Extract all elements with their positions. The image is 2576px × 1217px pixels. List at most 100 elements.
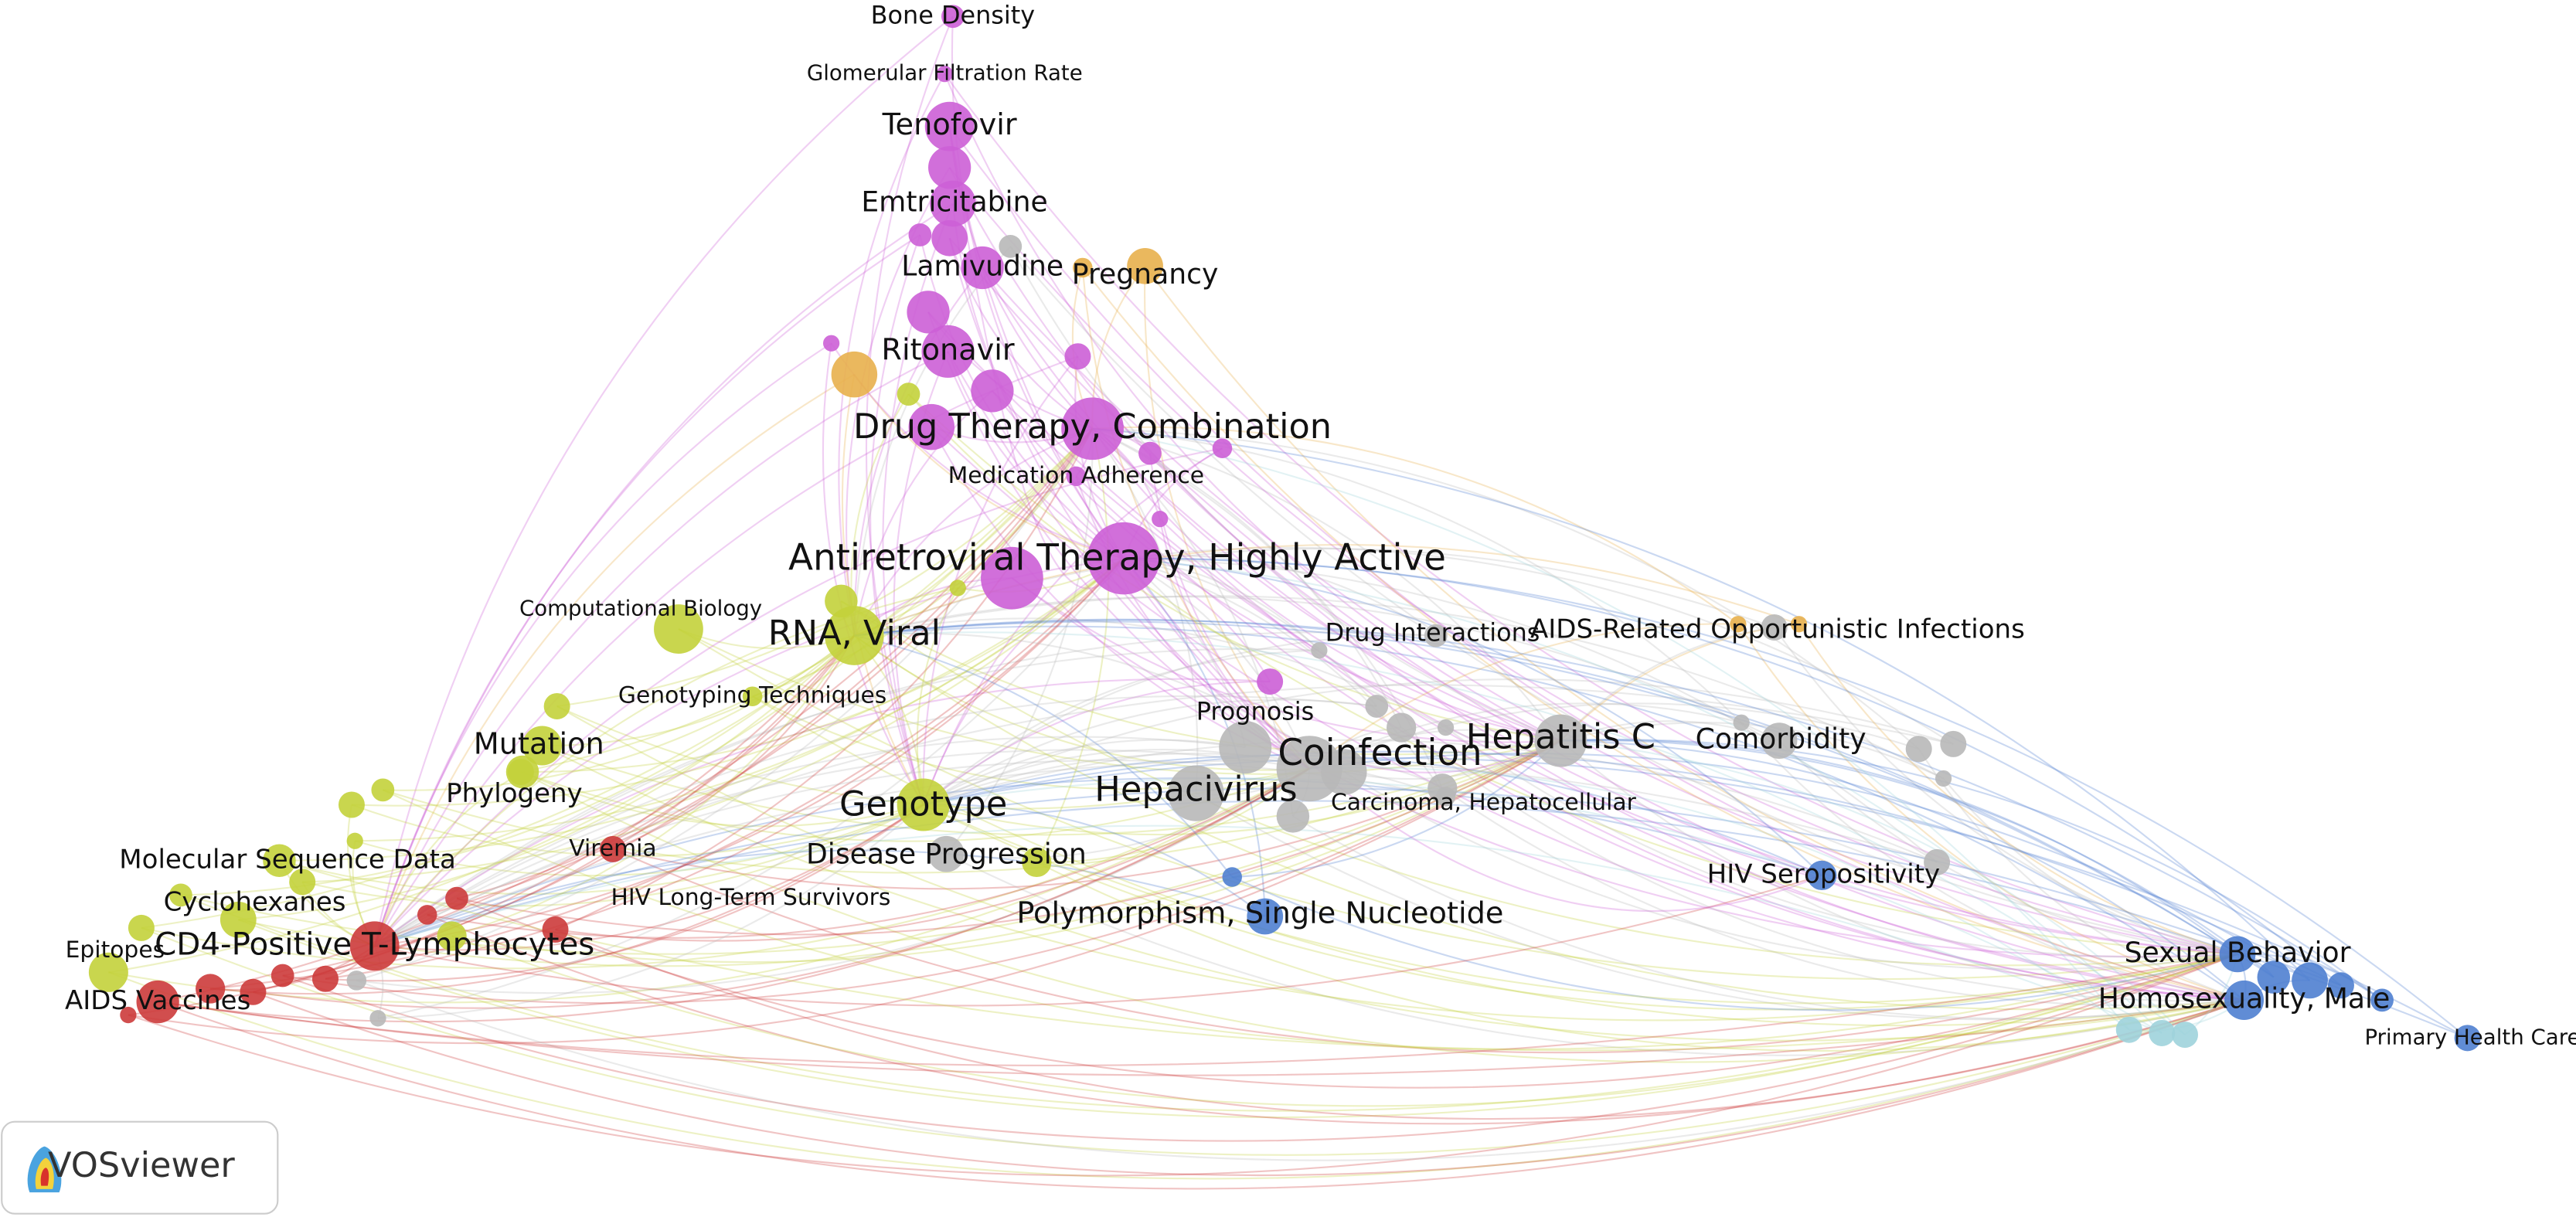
node-bubble [437, 921, 467, 951]
edge [944, 73, 1561, 742]
edge [854, 617, 1447, 729]
node-bubble [1066, 466, 1087, 487]
node-bubble [1073, 257, 1093, 278]
edge [1075, 475, 2244, 1001]
edge [853, 373, 1125, 559]
node-bubble [136, 980, 179, 1024]
edge [923, 804, 2238, 1005]
edge [1560, 739, 2245, 1001]
edge [1778, 739, 2238, 955]
node-bubble [1905, 736, 1932, 763]
edge [1560, 739, 2275, 978]
edge [853, 246, 1012, 636]
nodes [88, 5, 2481, 1052]
edge [374, 874, 1822, 1007]
node-bubble [1276, 800, 1310, 833]
edge [1092, 427, 1562, 742]
edge [108, 971, 2244, 1180]
edge [1343, 771, 2238, 971]
node-bubble [908, 223, 932, 246]
edge [355, 557, 1125, 842]
edge [373, 234, 920, 947]
edge [922, 557, 1125, 805]
node-bubble [1311, 642, 1328, 659]
edge [1092, 427, 1742, 723]
edge [1560, 739, 2383, 1001]
edge [1773, 627, 2238, 955]
edge [141, 926, 2244, 1156]
edge [1560, 739, 2238, 955]
node-label: Lamivudine [901, 249, 1063, 282]
edge [923, 753, 1446, 806]
edge [1918, 748, 2244, 1001]
edge [1123, 557, 1378, 707]
edge [522, 557, 1125, 773]
edge [382, 789, 2238, 1050]
edge [1009, 246, 1561, 742]
node-label: Glomerular Filtration Rate [807, 60, 1083, 86]
node-bubble [1428, 773, 1458, 804]
edge [1123, 557, 1447, 797]
edge [282, 739, 1561, 1005]
node-label: Sexual Behavior [2125, 936, 2351, 969]
logo-text: VOSviewer [48, 1145, 235, 1185]
edge [854, 634, 1234, 878]
logo-frame [1, 1120, 279, 1215]
edge [373, 15, 954, 947]
edge [923, 739, 1561, 836]
node-bubble [1276, 736, 1342, 802]
edge [854, 620, 2275, 978]
edge [1159, 518, 1310, 770]
node-bubble [311, 965, 339, 992]
edge [945, 428, 1094, 855]
edge [451, 634, 856, 937]
node-bubble [349, 921, 400, 971]
node-bubble [2454, 1025, 2481, 1052]
edge [157, 767, 1310, 1023]
node-bubble [822, 335, 840, 352]
edge [456, 739, 1561, 936]
logo-box[interactable]: VOSviewer [1, 1120, 279, 1215]
edge [1123, 546, 1954, 745]
edge [282, 953, 2238, 1142]
edge [922, 634, 1436, 806]
node-bubble [1534, 714, 1587, 767]
edge [374, 678, 1271, 947]
edge [374, 736, 1246, 947]
edge [302, 557, 1125, 883]
node-label: Bone Density [871, 0, 1036, 29]
node-bubble [981, 546, 1043, 610]
node-bubble [128, 914, 155, 941]
edge [869, 234, 924, 805]
edge [1308, 752, 2311, 981]
edge [923, 777, 2163, 1034]
node-bubble [742, 686, 763, 706]
edge [356, 979, 2244, 1161]
edge [356, 428, 1094, 981]
node-bubble [369, 1010, 386, 1027]
node-bubble [88, 952, 128, 992]
node-label: Epitopes [66, 937, 165, 964]
edge [944, 73, 2238, 955]
node-bubble [445, 886, 468, 910]
edge [854, 596, 1780, 742]
edge [923, 739, 1246, 806]
node-label: Pregnancy [1072, 257, 1219, 291]
edge [946, 767, 1310, 859]
node-bubble [219, 901, 257, 938]
node-bubble [1152, 511, 1169, 528]
edge [1123, 557, 2163, 1034]
edge [141, 767, 1310, 970]
edge [1560, 739, 2244, 1001]
node-label: Drug Interactions [1325, 617, 1540, 647]
node-bubble [1924, 848, 1951, 875]
node-label: Prognosis [1196, 696, 1315, 726]
edge [1308, 702, 1742, 770]
node-bubble [2327, 972, 2354, 999]
edge [865, 15, 954, 805]
edge [128, 739, 1561, 1045]
edge [522, 771, 924, 828]
edge [325, 557, 1125, 980]
